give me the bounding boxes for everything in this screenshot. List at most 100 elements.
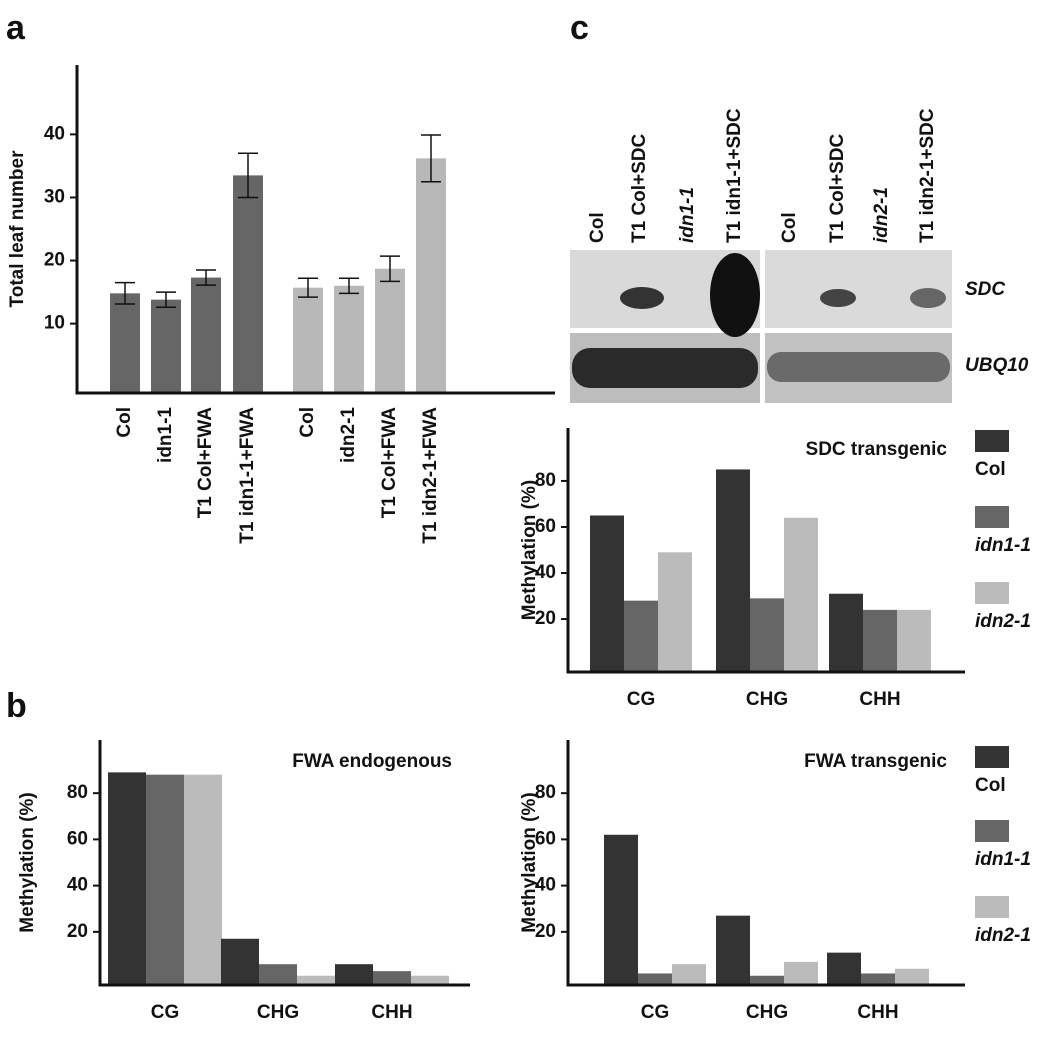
y-tick-label: 30 bbox=[44, 186, 65, 207]
bar bbox=[233, 175, 263, 393]
x-tick-label: idn2-1 bbox=[338, 407, 359, 463]
x-tick-label: T1 idn2-1+FWA bbox=[420, 407, 441, 544]
x-tick-label: CHH bbox=[857, 1002, 898, 1023]
y-tick-label: 40 bbox=[44, 123, 65, 144]
lane-label: T1 idn2-1+SDC bbox=[917, 108, 938, 243]
bar bbox=[895, 968, 929, 985]
bar bbox=[334, 285, 364, 393]
y-tick-label: 20 bbox=[535, 608, 556, 629]
y-tick-label: 40 bbox=[67, 875, 88, 896]
legend-label: idn1-1 bbox=[975, 535, 1031, 556]
x-tick-label: T1 idn1-1+FWA bbox=[237, 407, 258, 544]
bar bbox=[829, 593, 863, 672]
x-tick-label: CHH bbox=[371, 1002, 412, 1023]
y-tick-label: 20 bbox=[535, 921, 556, 942]
band bbox=[820, 289, 856, 307]
band bbox=[910, 288, 946, 308]
bar bbox=[750, 975, 784, 985]
bar bbox=[861, 973, 895, 985]
chart-title: FWA endogenous bbox=[292, 751, 452, 772]
bar bbox=[604, 834, 638, 985]
bar bbox=[658, 552, 692, 672]
panel-letter: c bbox=[570, 9, 589, 47]
bar bbox=[108, 772, 146, 985]
x-tick-label: CG bbox=[151, 1002, 180, 1023]
bar bbox=[293, 287, 323, 393]
y-tick-label: 40 bbox=[535, 562, 556, 583]
bar bbox=[624, 600, 658, 672]
legend-label: idn2-1 bbox=[975, 611, 1031, 632]
x-tick-label: T1 Col+FWA bbox=[195, 407, 216, 519]
bar bbox=[672, 964, 706, 985]
y-axis-label: Methylation (%) bbox=[519, 792, 540, 932]
bar bbox=[750, 598, 784, 672]
bar bbox=[863, 609, 897, 672]
y-axis-label: Methylation (%) bbox=[519, 480, 540, 620]
lane-label: idn1-1 bbox=[677, 187, 698, 243]
chart-title: FWA transgenic bbox=[804, 751, 947, 772]
y-tick-label: 10 bbox=[44, 313, 65, 334]
blot bbox=[570, 250, 952, 403]
x-tick-label: CHG bbox=[746, 689, 788, 710]
x-tick-label: idn1-1 bbox=[155, 407, 176, 463]
y-tick-label: 20 bbox=[67, 921, 88, 942]
y-tick-label: 80 bbox=[67, 782, 88, 803]
y-tick-label: 40 bbox=[535, 875, 556, 896]
y-tick-label: 80 bbox=[535, 782, 556, 803]
x-tick-label: Col bbox=[114, 407, 135, 438]
legend-swatch bbox=[975, 582, 1009, 604]
x-tick-label: Col bbox=[297, 407, 318, 438]
x-tick-label: CG bbox=[627, 689, 656, 710]
lane-label: idn2-1 bbox=[871, 187, 892, 243]
x-tick-label: CG bbox=[641, 1002, 670, 1023]
lane-label: T1 Col+SDC bbox=[827, 133, 848, 243]
legend-label: idn1-1 bbox=[975, 849, 1031, 870]
bar bbox=[191, 277, 221, 393]
y-axis-label: Methylation (%) bbox=[17, 792, 38, 932]
x-tick-label: CHG bbox=[257, 1002, 299, 1023]
legend-swatch bbox=[975, 896, 1009, 918]
bar bbox=[827, 952, 861, 985]
bar bbox=[590, 515, 624, 672]
legend-swatch bbox=[975, 430, 1009, 452]
bar bbox=[411, 975, 449, 985]
bar bbox=[297, 975, 335, 985]
panel-letter: b bbox=[6, 687, 27, 725]
legend-swatch bbox=[975, 506, 1009, 528]
lane-label: Col bbox=[587, 212, 608, 243]
lane-label: T1 Col+SDC bbox=[629, 133, 650, 243]
y-tick-label: 60 bbox=[535, 516, 556, 537]
legend-label: Col bbox=[975, 775, 1006, 796]
bar bbox=[716, 915, 750, 985]
row-label: SDC bbox=[965, 279, 1005, 300]
band bbox=[620, 287, 664, 309]
bar bbox=[259, 964, 297, 985]
band bbox=[572, 348, 758, 388]
bar bbox=[146, 774, 184, 985]
x-tick-label: CHG bbox=[746, 1002, 788, 1023]
bar bbox=[151, 299, 181, 393]
bar bbox=[784, 961, 818, 985]
chart-title: SDC transgenic bbox=[806, 439, 948, 460]
bar bbox=[221, 938, 259, 985]
bar bbox=[638, 973, 672, 985]
x-tick-label: T1 Col+FWA bbox=[379, 407, 400, 519]
bar bbox=[897, 609, 931, 672]
y-tick-label: 60 bbox=[535, 828, 556, 849]
row-label: UBQ10 bbox=[965, 355, 1029, 376]
bar bbox=[416, 158, 446, 393]
bar bbox=[335, 964, 373, 985]
lane-label: T1 idn1-1+SDC bbox=[724, 108, 745, 243]
bar bbox=[784, 517, 818, 672]
y-axis-label: Total leaf number bbox=[7, 150, 28, 308]
band bbox=[767, 352, 950, 382]
y-tick-label: 80 bbox=[535, 470, 556, 491]
legend-label: Col bbox=[975, 459, 1006, 480]
bar bbox=[184, 774, 222, 985]
legend-swatch bbox=[975, 746, 1009, 768]
bar bbox=[373, 971, 411, 985]
legend-swatch bbox=[975, 820, 1009, 842]
bar bbox=[716, 469, 750, 672]
legend-label: idn2-1 bbox=[975, 925, 1031, 946]
